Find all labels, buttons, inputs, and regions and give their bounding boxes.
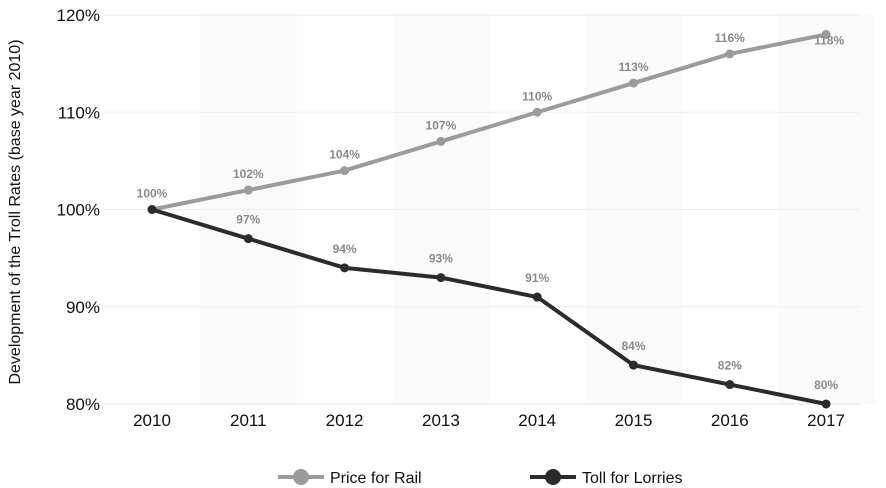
data-point	[725, 380, 735, 390]
x-axis-ticks: 2010 2011 2012 2013 2014 2015 2016 2017	[133, 411, 845, 430]
data-label: 91%	[525, 271, 549, 285]
data-point	[243, 234, 253, 244]
y-axis-label: Development of the Troll Rates (base yea…	[7, 39, 24, 384]
x-tick-label: 2011	[230, 411, 267, 430]
legend-swatch-marker	[293, 469, 309, 485]
data-label: 102%	[233, 167, 264, 181]
x-tick-label: 2013	[422, 411, 460, 430]
y-axis-ticks: 80% 90% 100% 110% 120%	[57, 6, 100, 414]
data-point	[147, 205, 157, 214]
data-label: 80%	[814, 378, 838, 392]
series-lines	[147, 29, 831, 409]
data-label: 82%	[718, 359, 742, 373]
legend-swatch-marker	[545, 469, 561, 485]
data-point	[436, 136, 446, 146]
data-labels: 100% 102% 104% 107% 110% 113% 116% 118% 97% 94% 93…	[137, 31, 845, 392]
y-tick-label: 80%	[66, 395, 100, 414]
data-point	[436, 273, 446, 283]
legend: Price for Rail Toll for Lorries	[278, 469, 682, 487]
series-line	[150, 207, 829, 406]
y-tick-label: 100%	[57, 201, 100, 220]
data-point	[725, 49, 735, 59]
data-label: 100%	[137, 187, 168, 201]
x-tick-label: 2012	[326, 411, 364, 430]
x-tick-label: 2015	[615, 411, 653, 430]
data-point	[821, 399, 831, 409]
data-point	[629, 78, 638, 88]
data-point	[243, 185, 253, 195]
data-label: 116%	[715, 31, 745, 45]
data-label: 107%	[426, 118, 457, 132]
data-label: 93%	[429, 252, 453, 266]
legend-label: Toll for Lorries	[582, 470, 682, 487]
data-label: 110%	[522, 89, 552, 103]
data-point	[340, 263, 350, 273]
x-tick-label: 2017	[807, 411, 845, 430]
data-point	[532, 107, 542, 117]
data-label: 97%	[236, 213, 260, 227]
y-tick-label: 110%	[58, 103, 100, 122]
data-point	[340, 166, 350, 176]
x-tick-label: 2016	[711, 411, 749, 430]
y-tick-label: 120%	[57, 6, 100, 25]
x-tick-label: 2014	[518, 411, 556, 430]
data-point	[532, 292, 542, 302]
data-label: 84%	[621, 339, 645, 353]
data-point	[629, 360, 638, 370]
data-label: 94%	[333, 242, 357, 256]
data-point	[821, 29, 831, 39]
gridlines	[104, 14, 860, 405]
series-line	[150, 32, 829, 212]
x-tick-label: 2010	[133, 411, 171, 430]
y-tick-label: 90%	[66, 298, 100, 317]
data-label: 113%	[618, 60, 648, 74]
legend-label: Price for Rail	[330, 470, 422, 487]
data-label: 118%	[814, 33, 844, 47]
data-label: 104%	[329, 148, 360, 162]
